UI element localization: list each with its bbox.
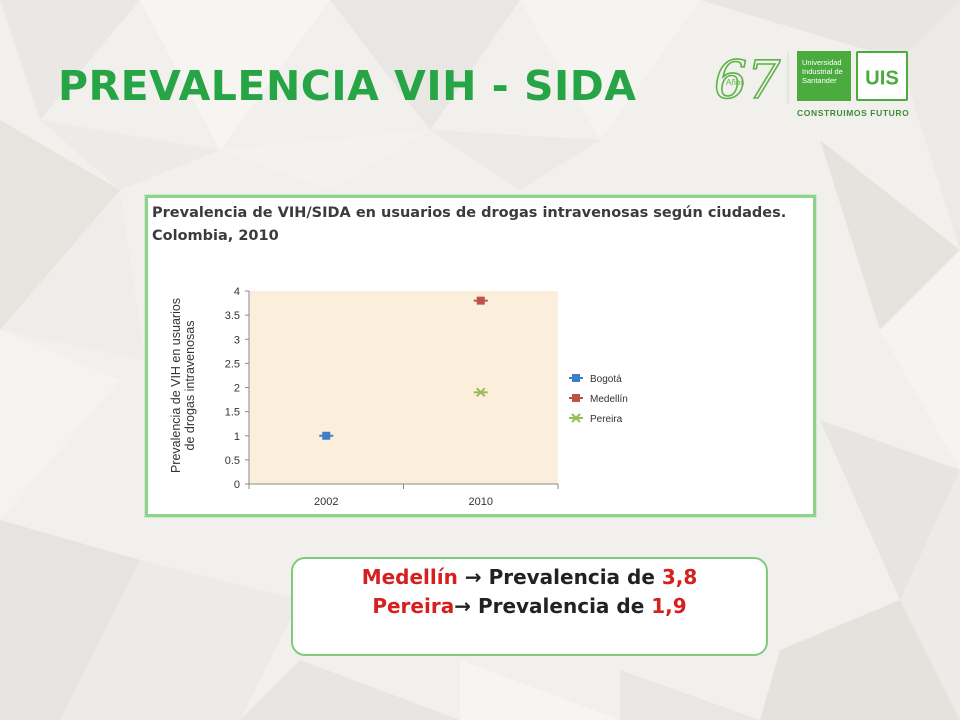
data-point-medelln [476, 296, 485, 305]
y-tick-label: 4 [234, 286, 240, 298]
legend-marker [571, 413, 581, 423]
chart-title: Prevalencia de VIH/SIDA en usuarios de d… [152, 202, 814, 248]
summary-callout: Medellín → Prevalencia de 3,8 Pereira→ P… [291, 557, 768, 656]
uis-monogram: UIS [865, 67, 899, 89]
legend-marker [572, 374, 580, 382]
y-tick-label: 0.5 [225, 455, 240, 467]
chart-figure: Prevalencia de VIH/SIDA en usuarios de d… [145, 195, 816, 517]
slide-title: PREVALENCIA VIH - SIDA [58, 62, 637, 110]
callout-city: Pereira [372, 594, 455, 618]
legend-label: Medellín [590, 394, 628, 405]
y-tick-label: 1.5 [225, 407, 240, 419]
callout-line-medellin: Medellín → Prevalencia de 3,8 [293, 563, 766, 592]
university-name-box: Universidad Industrial de Santander [797, 51, 851, 101]
x-tick-label: 2002 [314, 496, 338, 508]
uis-monogram-logo: UIS [856, 51, 908, 101]
callout-city: Medellín [361, 565, 458, 589]
chart-title-line2: Colombia, 2010 [152, 228, 279, 244]
callout-text: Prevalencia de [477, 594, 645, 618]
y-tick-label: 0 [234, 479, 240, 491]
data-point-pereira [476, 387, 486, 398]
callout-value: 1,9 [651, 594, 687, 618]
y-tick-label: 1 [234, 431, 240, 443]
anniversary-number: 67 [714, 51, 781, 110]
university-name: Universidad Industrial de Santander [802, 58, 843, 85]
y-tick-label: 3.5 [225, 310, 240, 322]
y-tick-label: 2 [234, 383, 240, 395]
callout-line-pereira: Pereira→ Prevalencia de 1,9 [293, 592, 766, 621]
plot-area [249, 291, 558, 484]
y-axis-label-line1: Prevalencia de VIH en usuarios [169, 298, 183, 473]
legend-label: Pereira [590, 414, 623, 425]
anniversary-67-logo: 67 Años [713, 50, 782, 110]
y-tick-label: 2.5 [225, 358, 240, 370]
y-axis-label-line2: de drogas intravenosas [183, 321, 197, 451]
arrow-icon: → [464, 565, 482, 589]
callout-text: Prevalencia de [488, 565, 655, 589]
logo-separator [787, 52, 789, 104]
y-tick-label: 3 [234, 334, 240, 346]
chart-title-line1: Prevalencia de VIH/SIDA en usuarios de d… [152, 205, 787, 221]
callout-value: 3,8 [661, 565, 698, 589]
data-point-bogot [322, 431, 331, 440]
chart-svg: 0 0.5 1 1.5 2 2.5 3 3.5 4 2002 2010 Prevalencia de … [169, 286, 628, 508]
anniversary-word: Años [726, 78, 744, 87]
legend-marker [572, 394, 580, 402]
x-tick-label: 2010 [469, 496, 493, 508]
legend-label: Bogotá [590, 374, 622, 385]
university-tagline: CONSTRUIMOS FUTURO [797, 108, 910, 118]
arrow-icon: → [454, 594, 471, 618]
